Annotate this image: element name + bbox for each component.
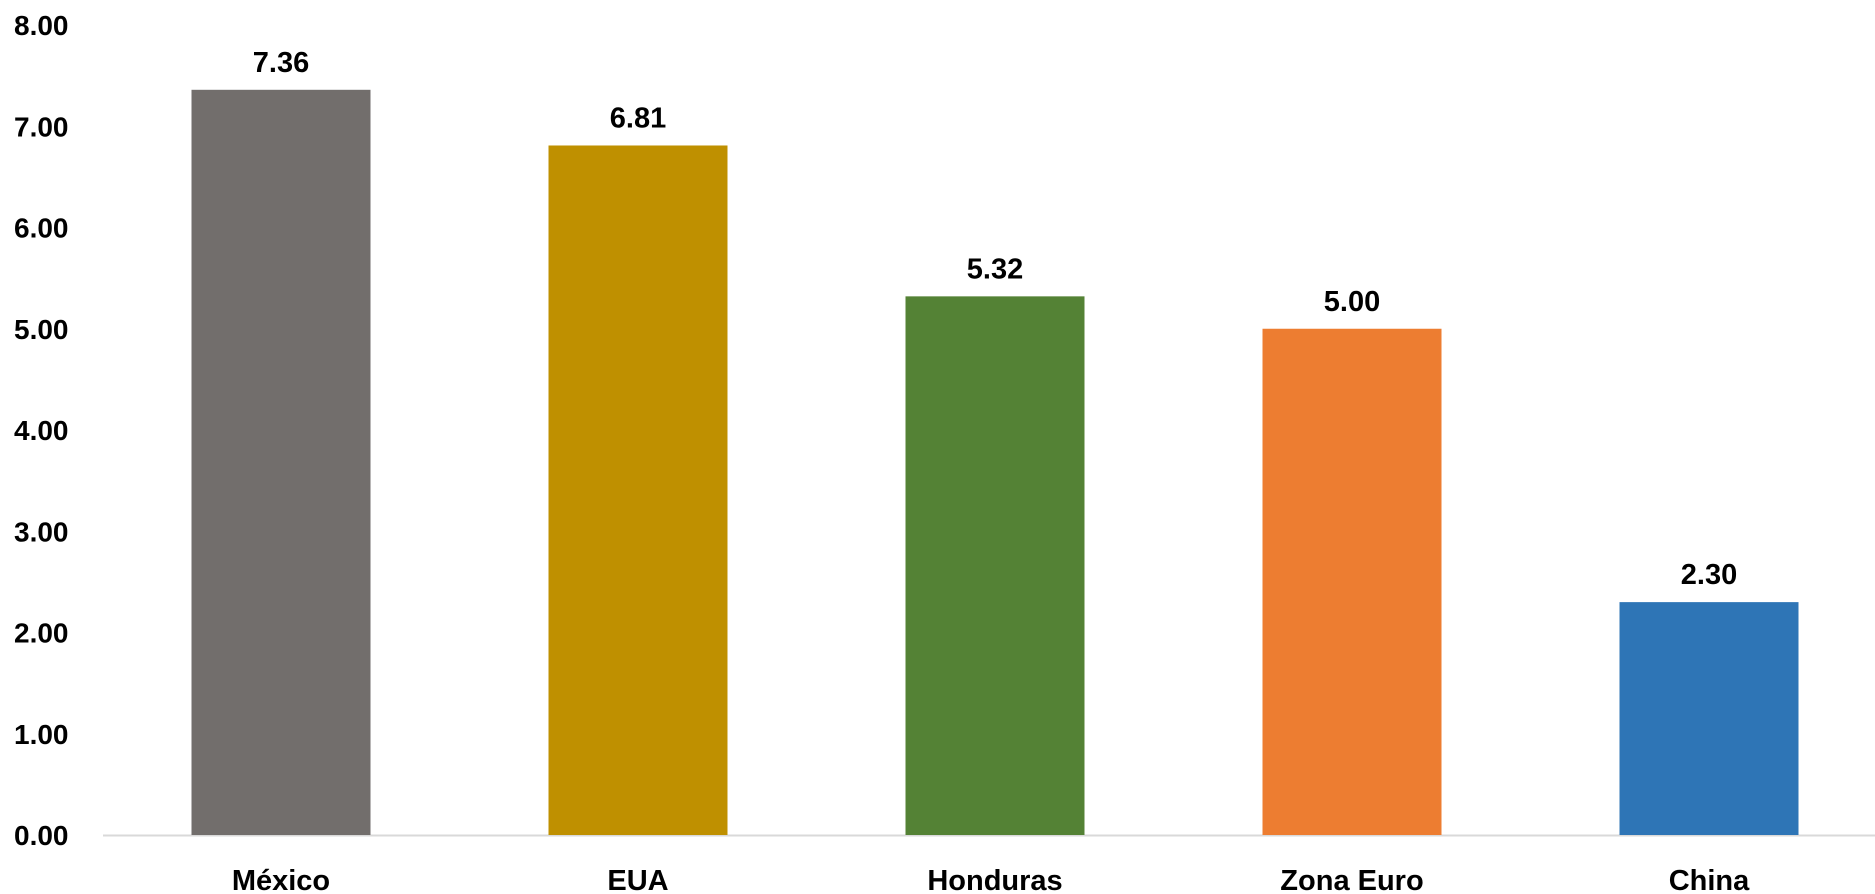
data-label: 6.81 — [610, 102, 666, 134]
data-label: 7.36 — [253, 47, 309, 79]
y-tick-label: 1.00 — [14, 719, 69, 750]
bar-méxico — [191, 89, 371, 836]
y-tick-label: 2.00 — [14, 618, 69, 649]
y-axis-tick-labels: 0.00 1.00 2.00 3.00 4.00 5.00 6.00 7.00 8.00 — [14, 10, 69, 851]
y-tick-label: 0.00 — [14, 820, 69, 851]
bars-group — [191, 89, 1799, 836]
bar-honduras — [905, 296, 1085, 836]
y-tick-label: 6.00 — [14, 213, 69, 244]
x-category-label: China — [1669, 865, 1750, 894]
x-category-label: México — [232, 865, 330, 894]
y-tick-label: 7.00 — [14, 111, 69, 142]
y-tick-label: 4.00 — [14, 415, 69, 446]
bar-china — [1619, 602, 1799, 835]
category-labels-group: México EUA Honduras Zona Euro China — [232, 865, 1750, 894]
y-tick-label: 8.00 — [14, 10, 69, 41]
data-label: 2.30 — [1681, 559, 1737, 591]
x-category-label: Honduras — [927, 865, 1062, 894]
bar-eua — [548, 145, 728, 836]
y-tick-label: 5.00 — [14, 314, 69, 345]
data-label: 5.00 — [1324, 286, 1380, 318]
bar-zona-euro — [1262, 328, 1442, 835]
x-category-label: Zona Euro — [1280, 865, 1423, 894]
data-label: 5.32 — [967, 253, 1023, 285]
y-tick-label: 3.00 — [14, 516, 69, 547]
data-labels-group: 7.36 6.81 5.32 5.00 2.30 — [253, 47, 1737, 591]
x-category-label: EUA — [607, 865, 668, 894]
